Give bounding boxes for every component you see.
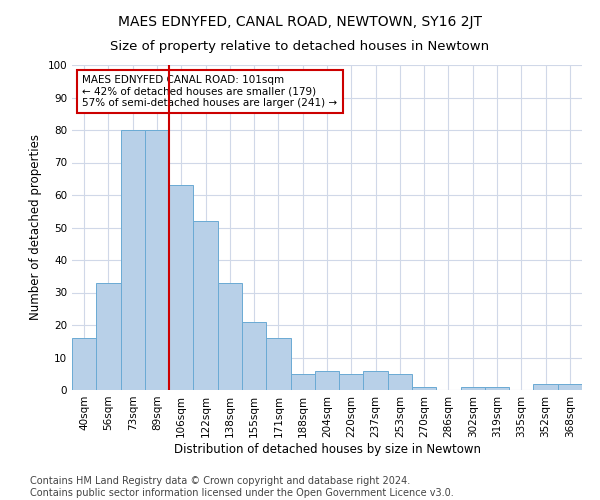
Bar	[145, 130, 169, 390]
Text: MAES EDNYFED CANAL ROAD: 101sqm
← 42% of detached houses are smaller (179)
57% o: MAES EDNYFED CANAL ROAD: 101sqm ← 42% of…	[82, 74, 337, 108]
Bar	[242, 322, 266, 390]
Bar	[364, 370, 388, 390]
Bar	[558, 384, 582, 390]
Bar	[72, 338, 96, 390]
Bar	[315, 370, 339, 390]
Bar	[339, 374, 364, 390]
Bar	[533, 384, 558, 390]
Bar	[290, 374, 315, 390]
Bar	[121, 130, 145, 390]
Text: Size of property relative to detached houses in Newtown: Size of property relative to detached ho…	[110, 40, 490, 53]
Y-axis label: Number of detached properties: Number of detached properties	[29, 134, 42, 320]
Bar	[412, 387, 436, 390]
X-axis label: Distribution of detached houses by size in Newtown: Distribution of detached houses by size …	[173, 442, 481, 456]
Bar	[485, 387, 509, 390]
Bar	[96, 283, 121, 390]
Text: MAES EDNYFED, CANAL ROAD, NEWTOWN, SY16 2JT: MAES EDNYFED, CANAL ROAD, NEWTOWN, SY16 …	[118, 15, 482, 29]
Bar	[461, 387, 485, 390]
Bar	[266, 338, 290, 390]
Bar	[388, 374, 412, 390]
Bar	[218, 283, 242, 390]
Text: Contains HM Land Registry data © Crown copyright and database right 2024.
Contai: Contains HM Land Registry data © Crown c…	[30, 476, 454, 498]
Bar	[169, 185, 193, 390]
Bar	[193, 221, 218, 390]
